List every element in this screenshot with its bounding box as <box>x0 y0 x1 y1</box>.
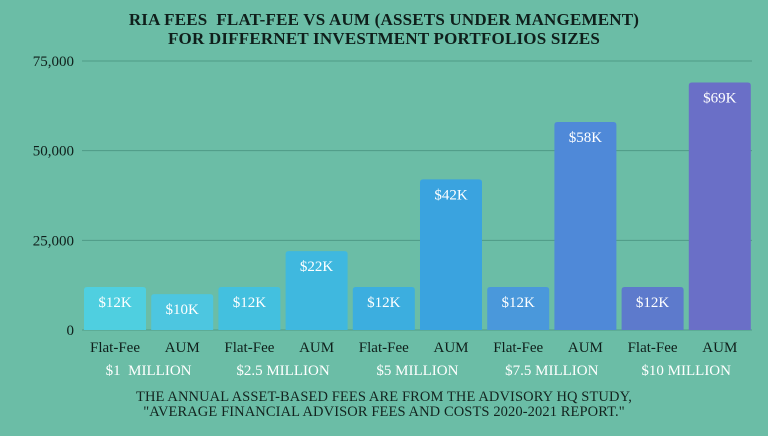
x-group-label: $1 MILLION <box>106 363 192 379</box>
x-group-label: $7.5 MILLION <box>505 363 598 379</box>
x-category-label: AUM <box>165 340 200 356</box>
bar-aum-1 <box>151 294 214 330</box>
footnote-line-1: THE ANNUAL ASSET-BASED FEES ARE FROM THE… <box>135 389 633 405</box>
x-category-label: AUM <box>433 340 468 356</box>
x-category-label: Flat-Fee <box>628 340 678 356</box>
bar-flat-fee-3 <box>352 286 415 330</box>
title-line-2: FOR DIFFERNET INVESTMENT PORTFOLIOS SIZE… <box>167 29 601 48</box>
x-category-label: AUM <box>568 340 603 356</box>
y-tick-label: 75,000 <box>33 54 74 70</box>
bar-value-label: $10K <box>166 302 200 318</box>
bar-aum-4 <box>554 121 617 331</box>
bar-value-label: $12K <box>502 295 536 311</box>
bar-value-label: $58K <box>569 130 603 146</box>
chart-title: RIA FEES FLAT-FEE VS AUM (ASSETS UNDER M… <box>0 10 768 48</box>
bar-value-label: $69K <box>703 91 737 107</box>
bar-flat-fee-4 <box>487 286 550 330</box>
x-category-label: Flat-Fee <box>493 340 543 356</box>
bar-value-label: $12K <box>367 295 401 311</box>
x-axis-category-labels: Flat-Fee AUM Flat-Fee AUM Flat-Fee AUM Flat-Fe… <box>90 340 737 356</box>
x-group-label: $5 MILLION <box>376 363 458 379</box>
bar-flat-fee-1 <box>84 286 146 330</box>
y-tick-label: 0 <box>67 323 75 339</box>
bar-value-label: $22K <box>300 259 334 275</box>
y-tick-label: 25,000 <box>33 233 74 249</box>
y-axis-tick-labels: 0 25,000 50,000 75,000 <box>33 54 74 339</box>
x-axis-group-labels: $1 MILLION $2.5 MILLION $5 MILLION $7.5 MIL… <box>106 363 731 379</box>
footnote-line-2: "AVERAGE FINANCIAL ADVISOR FEES AND COST… <box>143 404 625 420</box>
x-category-label: Flat-Fee <box>224 340 274 356</box>
x-category-label: AUM <box>702 340 737 356</box>
y-tick-label: 50,000 <box>33 144 74 160</box>
x-category-label: Flat-Fee <box>90 340 140 356</box>
bar-flat-fee-5 <box>621 286 684 330</box>
bar-aum-3 <box>420 179 482 330</box>
x-group-label: $10 MILLION <box>641 363 731 379</box>
x-category-label: Flat-Fee <box>359 340 409 356</box>
bar-value-label: $12K <box>636 295 670 311</box>
bar-flat-fee-2 <box>218 286 281 330</box>
bar-value-label: $12K <box>98 295 132 311</box>
x-group-label: $2.5 MILLION <box>236 363 329 379</box>
bars <box>84 82 751 331</box>
x-category-label: AUM <box>299 340 334 356</box>
bar-value-labels: $12K $10K $12K $22K $12K $42K $12K $58K $12K $69K <box>98 91 736 319</box>
title-line-1: RIA FEES FLAT-FEE VS AUM (ASSETS UNDER M… <box>128 10 640 29</box>
bar-value-label: $12K <box>233 295 267 311</box>
bar-aum-2 <box>285 251 348 330</box>
source-footnote: THE ANNUAL ASSET-BASED FEES ARE FROM THE… <box>0 390 768 420</box>
bar-aum-5 <box>688 82 751 331</box>
bar-value-label: $42K <box>434 187 468 203</box>
